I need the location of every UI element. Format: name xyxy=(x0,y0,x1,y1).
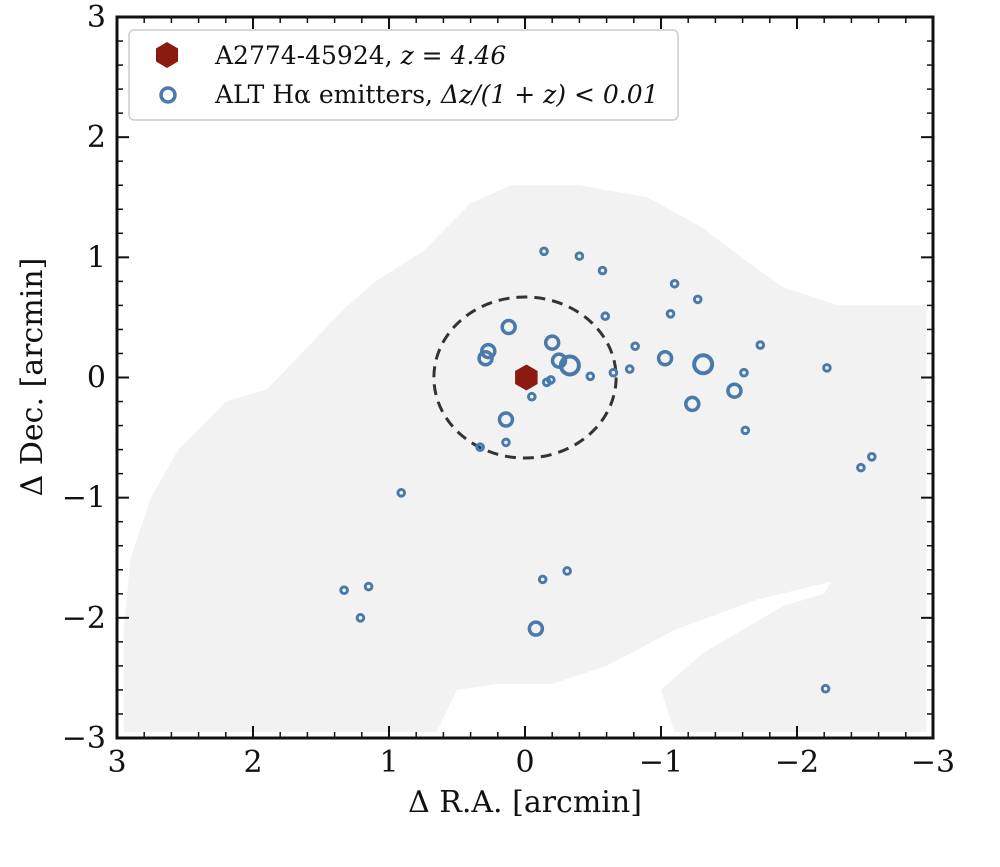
emitter-point xyxy=(856,462,866,473)
emitter-point xyxy=(574,251,585,261)
emitter-point xyxy=(739,367,749,378)
emitter-point xyxy=(527,620,545,637)
emitter-point xyxy=(608,367,619,378)
emitter-point xyxy=(355,613,366,623)
y-tick-label: 2 xyxy=(87,120,106,155)
emitter-point xyxy=(497,411,515,428)
dashed-circle xyxy=(432,295,618,460)
emitter-point xyxy=(363,581,374,592)
legend-emitters-name: ALT Hα emitters, xyxy=(214,80,433,109)
emitter-point xyxy=(656,350,674,367)
emitter-point xyxy=(543,334,561,351)
emitter-point xyxy=(740,425,751,436)
emitter-point xyxy=(630,341,640,352)
emitter-point xyxy=(600,311,611,322)
y-tick-label: 1 xyxy=(87,240,106,275)
emitter-point xyxy=(624,364,635,374)
y-tick-label: −2 xyxy=(62,601,106,636)
y-tick-labels: −3 −2 −1 0 1 2 3 xyxy=(62,0,106,756)
emitter-point xyxy=(527,391,537,402)
emitter-point xyxy=(669,278,680,289)
target-point xyxy=(515,364,538,391)
legend-box xyxy=(128,29,679,121)
emitter-point xyxy=(475,442,485,452)
emitter-point xyxy=(339,585,349,595)
emitter-point xyxy=(477,350,494,367)
legend-target-redshift: z = 4.46 xyxy=(400,41,507,70)
emitter-point xyxy=(822,363,832,373)
y-tick-label: −1 xyxy=(62,481,106,516)
emitter-point xyxy=(501,437,511,448)
emitter-point xyxy=(820,683,831,694)
emitter-point xyxy=(562,566,572,576)
emitter-point xyxy=(867,452,877,462)
axis-ticks xyxy=(116,16,934,739)
emitter-point xyxy=(539,246,549,257)
emitter-point xyxy=(692,294,703,305)
x-tick-label: 3 xyxy=(107,745,126,780)
emitter-point xyxy=(665,309,676,319)
y-axis-label: Δ Dec. [arcmin] xyxy=(15,258,50,497)
emitter-point xyxy=(684,395,701,413)
y-tick-label: 3 xyxy=(87,0,106,35)
y-tick-label: 0 xyxy=(87,361,106,396)
emitter-point xyxy=(537,574,548,585)
dashed-radius-circle xyxy=(432,295,618,460)
emitter-point xyxy=(550,352,568,369)
legend-circle-marker xyxy=(159,86,177,104)
x-tick-label: −3 xyxy=(911,745,955,780)
x-axis-label: Δ R.A. [arcmin] xyxy=(408,785,642,820)
x-tick-label: −2 xyxy=(775,745,819,780)
legend-hexagon-marker xyxy=(156,42,178,68)
legend-target-name: A2774-45924, xyxy=(214,41,393,70)
emitter-point xyxy=(692,353,715,376)
emitter-point xyxy=(500,318,517,336)
legend: A2774-45924, z = 4.46 ALT Hα emitters, Δ… xyxy=(128,29,679,121)
emitter-point xyxy=(541,377,552,388)
x-tick-labels: 3 2 1 0 −1 −2 −3 xyxy=(107,745,955,780)
emitter-point xyxy=(755,340,766,350)
emitter-point xyxy=(558,354,581,377)
x-tick-label: 2 xyxy=(243,745,262,780)
legend-entry-emitters: ALT Hα emitters, Δz/(1 + z) < 0.01 xyxy=(214,80,659,109)
legend-entry-target: A2774-45924, z = 4.46 xyxy=(214,41,506,70)
emitter-point xyxy=(396,488,407,498)
target-series xyxy=(515,364,538,391)
legend-emitters-cut: Δz/(1 + z) < 0.01 xyxy=(440,80,659,109)
x-tick-label: 1 xyxy=(379,745,398,780)
emitter-point xyxy=(597,265,608,276)
x-tick-label: −1 xyxy=(639,745,683,780)
y-tick-label: −3 xyxy=(62,721,106,756)
emitter-series xyxy=(339,246,877,694)
emitter-point xyxy=(726,382,743,399)
emitter-point xyxy=(585,371,596,382)
x-tick-label: 0 xyxy=(515,745,534,780)
